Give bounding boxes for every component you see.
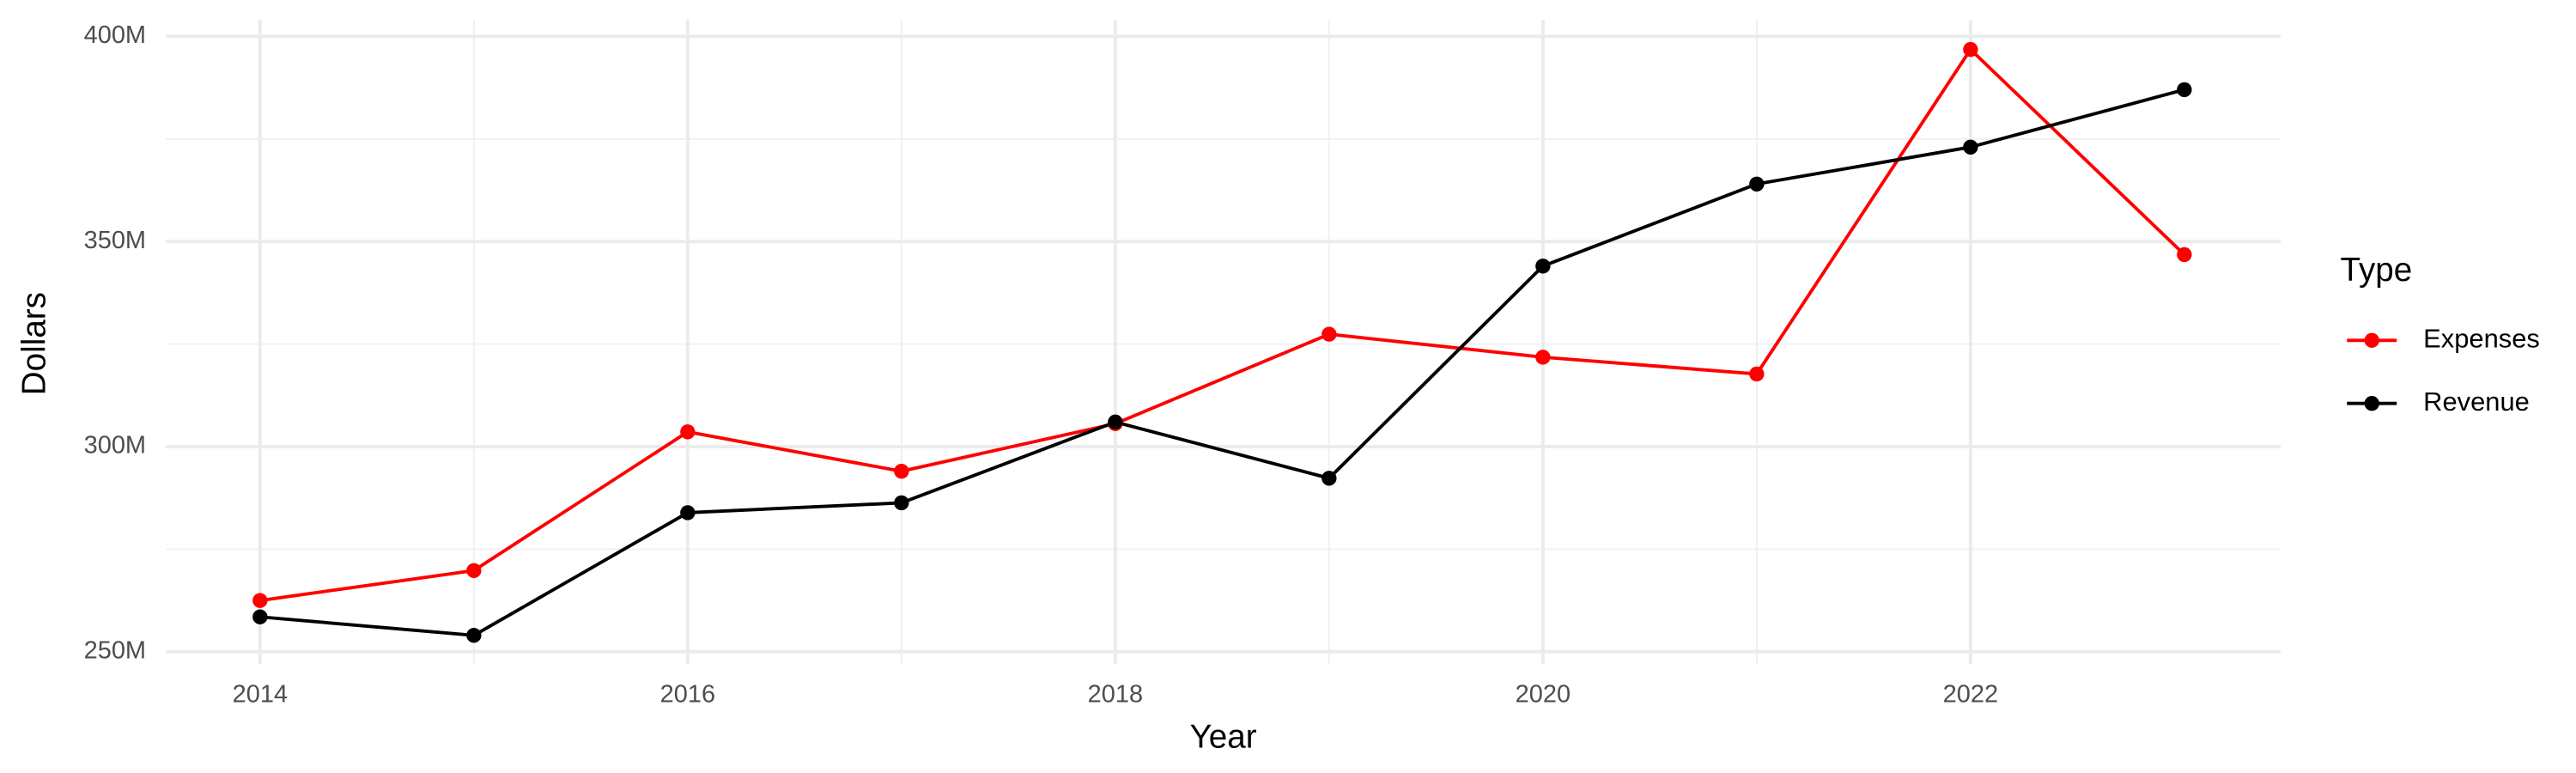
point [1108,414,1123,430]
y-axis-title: Dollars [16,292,53,395]
legend-label: Expenses [2423,323,2540,353]
point [680,505,696,520]
point [1963,139,1978,155]
point [2177,82,2192,98]
legend-label: Revenue [2423,386,2530,417]
point [252,609,268,624]
point [1535,350,1551,365]
point [1321,326,1337,342]
x-tick-label: 2020 [1516,681,1571,709]
y-tick-label: 350M [84,227,147,254]
y-tick-label: 300M [84,432,147,460]
x-tick-label: 2014 [233,681,288,709]
line [259,46,2186,603]
x-tick-label: 2018 [1088,681,1143,709]
point [2177,247,2192,263]
point [466,628,482,643]
point [894,463,909,479]
line [259,88,2185,637]
point [1749,176,1765,192]
legend-point [2364,396,2379,411]
point [1321,471,1337,486]
x-tick-label: 2022 [1943,681,1998,709]
y-tick-label: 250M [84,637,147,665]
x-axis-title: Year [1190,718,1257,755]
point [1749,366,1765,382]
legend-point [2364,332,2379,348]
y-tick-label: 400M [84,21,147,49]
point [252,593,268,608]
point [1535,259,1551,274]
point [680,424,696,440]
point [894,495,909,511]
point [1963,41,1978,58]
x-tick-label: 2016 [660,681,715,709]
point [466,563,482,578]
legend-title: Type [2341,252,2413,289]
